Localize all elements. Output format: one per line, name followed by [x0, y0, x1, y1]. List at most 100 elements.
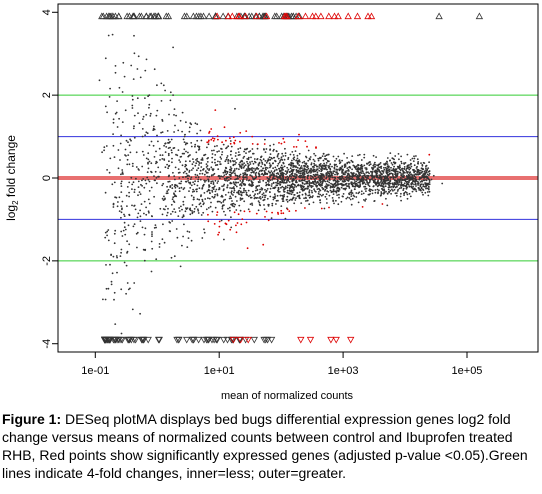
- point: [343, 166, 346, 169]
- point: [230, 150, 233, 153]
- point: [103, 146, 106, 149]
- point: [108, 171, 111, 174]
- point: [378, 166, 380, 169]
- point: [409, 177, 412, 180]
- point: [167, 167, 170, 170]
- point: [250, 184, 253, 186]
- point: [398, 164, 401, 167]
- point: [236, 175, 239, 178]
- point: [147, 167, 150, 170]
- significant-point: [207, 141, 210, 143]
- point: [320, 194, 323, 197]
- point: [206, 146, 208, 149]
- point: [203, 192, 206, 194]
- significant-point: [217, 138, 219, 141]
- point: [143, 200, 146, 203]
- point: [297, 169, 300, 172]
- point: [349, 198, 352, 201]
- out-of-range-down-marker: [130, 336, 138, 344]
- point: [359, 178, 362, 181]
- point: [301, 179, 304, 181]
- point: [354, 183, 357, 186]
- point: [110, 280, 113, 283]
- point: [265, 183, 268, 186]
- point: [217, 160, 219, 163]
- point: [401, 183, 403, 186]
- significant-point: [211, 137, 214, 140]
- point: [319, 189, 322, 192]
- point: [182, 235, 185, 238]
- point: [163, 159, 166, 161]
- point: [310, 167, 312, 170]
- point: [147, 198, 150, 201]
- point: [286, 170, 289, 173]
- point: [216, 194, 219, 197]
- point: [362, 172, 365, 175]
- point: [128, 181, 131, 184]
- point: [314, 173, 317, 176]
- point: [135, 166, 138, 168]
- point: [380, 179, 383, 182]
- point: [293, 166, 295, 168]
- point: [306, 169, 308, 171]
- point: [284, 217, 287, 220]
- point: [161, 131, 164, 134]
- point: [294, 150, 297, 153]
- point: [239, 183, 242, 186]
- point: [188, 231, 191, 233]
- significant-out-of-range-down-marker: [347, 336, 355, 344]
- point: [203, 173, 206, 176]
- point: [277, 188, 280, 191]
- y-tick-label-4: -4: [41, 339, 53, 349]
- point: [345, 171, 347, 174]
- point: [207, 143, 210, 146]
- point: [254, 193, 256, 196]
- point: [340, 183, 343, 186]
- point: [326, 180, 329, 182]
- point: [244, 169, 247, 172]
- point: [313, 188, 315, 191]
- point: [362, 175, 364, 177]
- point: [124, 154, 126, 156]
- point: [246, 170, 249, 172]
- point: [258, 201, 261, 204]
- point: [151, 215, 154, 218]
- point: [338, 177, 340, 179]
- point: [269, 195, 272, 198]
- point: [334, 190, 337, 193]
- significant-out-of-range-down-marker: [327, 336, 335, 344]
- point: [295, 185, 298, 188]
- point: [360, 163, 363, 166]
- point: [336, 172, 339, 175]
- point: [269, 144, 271, 147]
- point: [139, 220, 142, 223]
- point: [371, 174, 374, 177]
- point: [414, 188, 417, 191]
- point: [299, 184, 302, 187]
- point: [110, 253, 112, 256]
- point: [246, 194, 249, 197]
- out-of-range-up-marker: [123, 12, 131, 20]
- point: [251, 175, 253, 178]
- point: [271, 204, 274, 207]
- point: [187, 237, 190, 240]
- point: [376, 164, 378, 167]
- point: [281, 185, 284, 188]
- non-significant-points: [98, 33, 444, 335]
- significant-out-of-range-down-marker: [229, 336, 238, 344]
- point: [387, 171, 389, 174]
- point: [303, 179, 306, 182]
- point: [425, 170, 428, 173]
- point: [399, 171, 402, 174]
- point: [350, 171, 352, 174]
- point: [292, 162, 295, 165]
- point: [234, 184, 237, 187]
- point: [254, 173, 257, 175]
- point: [323, 168, 326, 171]
- point: [376, 172, 378, 175]
- point: [218, 200, 221, 203]
- point: [343, 187, 346, 190]
- point: [271, 172, 274, 174]
- point: [386, 192, 389, 195]
- point: [336, 194, 338, 197]
